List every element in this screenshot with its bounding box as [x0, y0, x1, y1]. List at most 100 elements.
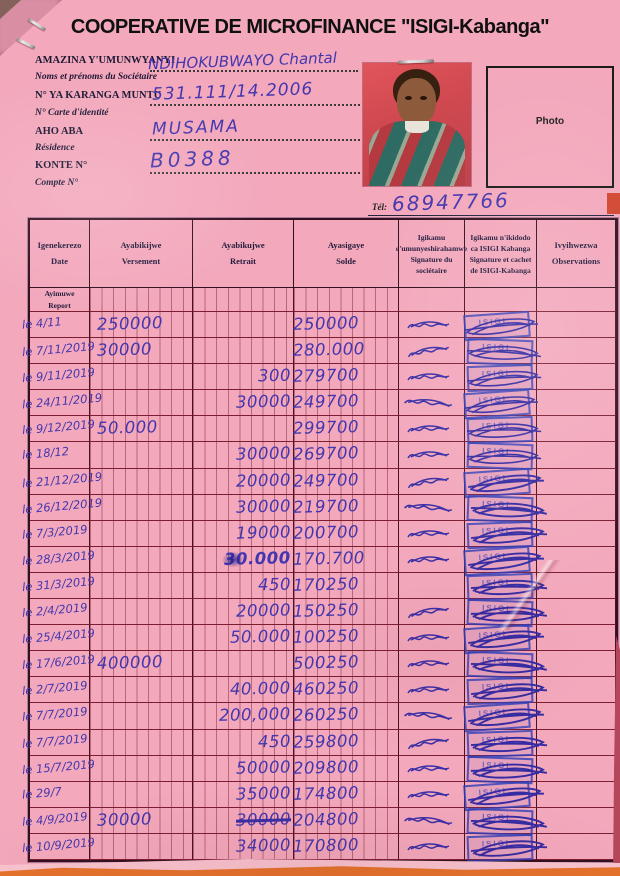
isigi-stamp: ISIGI: [466, 598, 549, 628]
isigi-stamp: ISIGI: [466, 416, 543, 445]
deposit-amount: 250000: [96, 313, 164, 334]
col-header-cachet-isigi: Igikamu n'ikidodo ca ISIGI Kabanga Signa…: [465, 220, 537, 288]
photo-person-eye: [420, 96, 427, 100]
member-photo: [363, 63, 471, 186]
balance-amount: 260250: [292, 704, 360, 726]
balance-amount: 269700: [292, 443, 360, 465]
col-header-retrait: Ayabikujwe Retrait: [193, 220, 294, 288]
balance-amount: 100250: [292, 626, 360, 647]
isigi-stamp: ISIGI: [466, 755, 549, 784]
entry-date: le 18/12: [21, 444, 70, 463]
withdrawal-amount: 30000: [235, 495, 292, 517]
residence-label-french: Résidence: [35, 143, 75, 153]
residence-value: MUSAMA: [151, 116, 241, 140]
member-signature-scribble: [403, 813, 454, 828]
deposit-amount: 30000: [96, 809, 153, 830]
photo-placeholder-box: Photo: [486, 66, 614, 188]
isigi-stamp: ISIGI: [463, 623, 546, 655]
withdrawal-amount: 300: [257, 365, 292, 386]
col-header-signature-membre: Igikamu c'umunyeshirahamwe Signature du …: [396, 220, 467, 288]
page-title: COOPERATIVE DE MICROFINANCE "ISIGI-Kaban…: [70, 16, 550, 38]
photo-placeholder-label: Photo: [535, 116, 565, 127]
withdrawal-amount: 20000: [235, 469, 292, 491]
observations-cell: [537, 651, 616, 678]
entry-date: le 28/3/2019: [21, 547, 96, 568]
observations-cell: [537, 546, 616, 573]
balance-amount: 170.700: [292, 547, 365, 569]
ledger-table: Igenekerezo Date Ayabikijwe Versement Ay…: [21, 218, 618, 863]
balance-amount: 500250: [292, 652, 360, 674]
balance-amount: 170800: [292, 835, 360, 856]
report-label-french: Report: [48, 300, 71, 310]
tel-label: Tél:: [372, 202, 387, 212]
tel-underline: [368, 215, 614, 216]
stamp-signature-scribble: [465, 448, 543, 467]
member-signature-scribble: [407, 344, 450, 358]
stamp-signature-scribble: [465, 370, 543, 388]
withdrawal-amount: 30000: [235, 391, 292, 412]
entry-date: le 4/9/2019: [21, 808, 89, 829]
observations-cell: [537, 729, 616, 756]
stamp-signature-scribble: [462, 394, 540, 415]
deposit-amount: 30000: [96, 339, 153, 360]
observations-cell: [537, 625, 616, 652]
name-label-french: Noms et prénoms du Sociétaire: [35, 72, 157, 82]
entry-date: le 2/4/2019: [21, 600, 89, 620]
entry-date: le 9/12/2019: [21, 417, 96, 438]
entry-date: le 7/11/2019: [21, 338, 96, 360]
withdrawal-amount: 40.000: [230, 678, 292, 700]
entry-date: le 15/7/2019: [21, 756, 96, 777]
red-edge-mark: [607, 193, 620, 214]
isigi-stamp: ISIGI: [463, 545, 546, 577]
photo-person-eye: [405, 96, 412, 100]
member-signature-scribble: [407, 764, 450, 773]
isigi-stamp: ISIGI: [466, 494, 549, 523]
withdrawal-amount: 50.000: [230, 626, 292, 647]
observations-cell: [537, 755, 616, 782]
photo-person-collar: [405, 121, 429, 133]
residence-dotted-line: [150, 139, 360, 141]
member-signature-scribble: [403, 709, 454, 724]
member-signature-scribble: [407, 425, 450, 434]
page-right-edge: [613, 636, 620, 876]
balance-amount: 209800: [292, 756, 360, 778]
observations-cell: [537, 442, 616, 469]
isigi-stamp: ISIGI: [463, 780, 546, 811]
isigi-stamp: ISIGI: [462, 310, 540, 342]
id-dotted-line: [150, 104, 360, 106]
withdrawal-amount: 19000: [235, 522, 292, 543]
member-signature-scribble: [407, 660, 450, 668]
name-dotted-line: [150, 70, 358, 72]
deposit-amount: 50.000: [96, 417, 158, 439]
id-label-kirundi: N° YA KARANGA MUNTU: [35, 90, 162, 101]
isigi-stamp: ISIGI: [466, 807, 549, 837]
entry-date: le 7/7/2019: [21, 704, 89, 725]
entry-date: le 10/9/2019: [21, 834, 96, 856]
member-signature-scribble: [403, 500, 454, 515]
isigi-stamp: ISIGI: [466, 833, 549, 863]
entry-date: le 29/7: [21, 783, 63, 802]
member-signature-scribble: [403, 396, 454, 410]
isigi-stamp: ISIGI: [466, 572, 549, 602]
member-signature-scribble: [407, 843, 450, 851]
account-label-french: Compte N°: [35, 178, 79, 188]
tel-value: 68947766: [391, 187, 511, 217]
observations-cell: [537, 677, 616, 704]
observations-cell: [537, 468, 616, 495]
observations-cell: [537, 364, 616, 391]
entry-date: le 25/4/2019: [21, 625, 96, 647]
observations-cell: [537, 416, 616, 443]
name-label-kirundi: AMAZINA Y'UMUNWYANYI: [35, 55, 176, 66]
balance-amount: 299700: [292, 417, 360, 439]
withdrawal-amount: 30000: [235, 443, 292, 465]
balance-amount: 460250: [292, 678, 360, 700]
observations-cell: [537, 494, 616, 521]
entry-date: le 7/7/2019: [21, 730, 89, 751]
account-dotted-line: [150, 172, 360, 174]
observations-cell: [537, 572, 616, 600]
withdrawal-amount: 30000: [235, 809, 292, 830]
staple: [16, 37, 36, 50]
member-signature-scribble: [407, 735, 450, 750]
isigi-stamp: ISIGI: [462, 389, 540, 420]
